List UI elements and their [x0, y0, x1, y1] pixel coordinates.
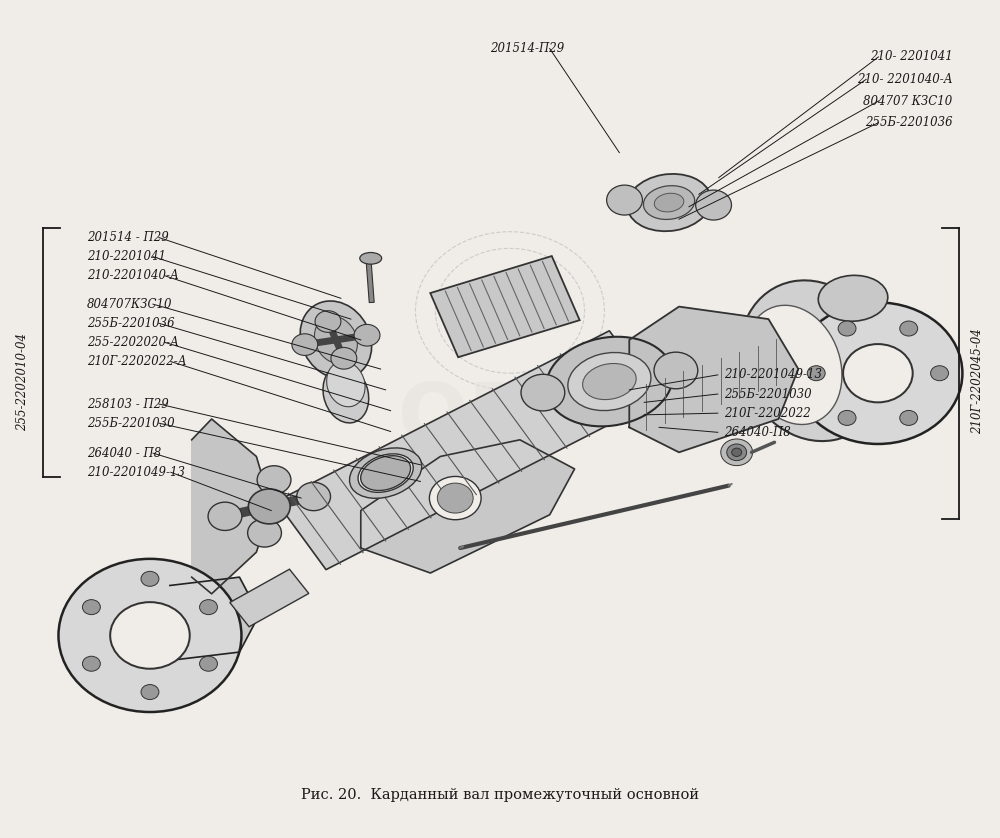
Circle shape	[208, 502, 242, 530]
Ellipse shape	[643, 186, 695, 220]
Circle shape	[297, 483, 331, 510]
Polygon shape	[192, 419, 271, 594]
Text: 804707 КЗС10: 804707 КЗС10	[863, 95, 952, 107]
Text: 255-2202010-04: 255-2202010-04	[16, 333, 29, 431]
Circle shape	[257, 466, 291, 494]
Circle shape	[429, 477, 481, 520]
Text: 210- 2201040-А: 210- 2201040-А	[857, 73, 952, 85]
Text: 201514 - П29: 201514 - П29	[87, 231, 169, 244]
FancyArrow shape	[366, 262, 374, 303]
Text: 210-2201049-13: 210-2201049-13	[724, 369, 822, 381]
Circle shape	[807, 365, 825, 380]
Text: 210- 2201041: 210- 2201041	[870, 50, 952, 64]
Ellipse shape	[583, 364, 636, 400]
Circle shape	[248, 519, 281, 547]
Circle shape	[200, 600, 217, 614]
Text: 210Г-2202022-А: 210Г-2202022-А	[87, 355, 187, 368]
Ellipse shape	[323, 365, 369, 423]
Ellipse shape	[361, 456, 411, 490]
Circle shape	[110, 603, 190, 669]
Text: 210-2201041: 210-2201041	[87, 251, 166, 263]
Circle shape	[727, 444, 747, 461]
Circle shape	[315, 311, 341, 333]
Text: 804707КЗС10: 804707КЗС10	[87, 297, 173, 311]
Ellipse shape	[654, 194, 684, 212]
Ellipse shape	[627, 174, 711, 231]
Ellipse shape	[740, 281, 887, 441]
Circle shape	[696, 190, 731, 220]
Circle shape	[900, 321, 918, 336]
Circle shape	[721, 439, 753, 466]
Polygon shape	[361, 440, 575, 573]
Text: 210-2201049-13: 210-2201049-13	[87, 466, 185, 478]
Text: 264040 - П8: 264040 - П8	[87, 447, 162, 459]
Bar	[430, 256, 580, 357]
Text: 255Б-2201036: 255Б-2201036	[865, 116, 952, 129]
Circle shape	[331, 348, 357, 369]
Ellipse shape	[818, 276, 888, 321]
Text: 201514-П29: 201514-П29	[490, 42, 564, 55]
Circle shape	[82, 656, 100, 671]
Circle shape	[843, 344, 913, 402]
Circle shape	[900, 411, 918, 426]
Circle shape	[354, 324, 380, 346]
Circle shape	[58, 559, 241, 712]
Circle shape	[141, 685, 159, 700]
Text: 255Б-2201036: 255Б-2201036	[87, 317, 175, 330]
Circle shape	[141, 572, 159, 587]
Circle shape	[838, 411, 856, 426]
Polygon shape	[629, 307, 798, 453]
Circle shape	[437, 483, 473, 513]
Text: ORD: ORD	[398, 379, 602, 459]
Circle shape	[654, 352, 698, 389]
Text: Рис. 20.  Карданный вал промежуточный основной: Рис. 20. Карданный вал промежуточный осн…	[301, 789, 699, 802]
Circle shape	[521, 375, 565, 411]
Ellipse shape	[745, 305, 842, 425]
Ellipse shape	[358, 454, 413, 493]
Ellipse shape	[349, 447, 422, 499]
Ellipse shape	[568, 353, 651, 411]
FancyArrow shape	[230, 569, 309, 627]
Text: 255-2202020-А: 255-2202020-А	[87, 336, 179, 349]
Polygon shape	[170, 577, 259, 660]
Text: 264040-П8: 264040-П8	[724, 426, 790, 439]
Ellipse shape	[360, 252, 382, 264]
Text: 210-2201040-А: 210-2201040-А	[87, 269, 179, 282]
Circle shape	[292, 334, 318, 355]
Text: 210Г-2202022: 210Г-2202022	[724, 406, 810, 420]
Circle shape	[200, 656, 217, 671]
Text: 210Г-2202045-04: 210Г-2202045-04	[971, 328, 984, 434]
Circle shape	[838, 321, 856, 336]
Ellipse shape	[546, 337, 673, 427]
Circle shape	[248, 489, 290, 524]
Circle shape	[931, 365, 948, 380]
Circle shape	[82, 600, 100, 614]
Ellipse shape	[327, 361, 365, 406]
Ellipse shape	[314, 316, 357, 364]
Circle shape	[607, 185, 642, 215]
Text: 258103 - П29: 258103 - П29	[87, 397, 169, 411]
Circle shape	[793, 303, 962, 444]
Text: 255Б-2201030: 255Б-2201030	[87, 416, 175, 430]
Polygon shape	[276, 331, 659, 570]
Circle shape	[732, 448, 742, 457]
Text: 255Б-2201030: 255Б-2201030	[724, 387, 811, 401]
Ellipse shape	[300, 301, 372, 379]
